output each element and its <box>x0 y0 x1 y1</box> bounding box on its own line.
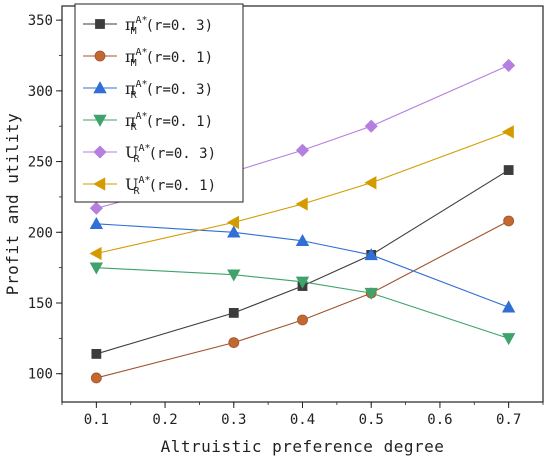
series-5 <box>89 125 514 261</box>
marker-square <box>95 19 105 29</box>
marker-triangle-left <box>364 176 377 190</box>
marker-triangle-down <box>364 287 378 300</box>
x-tick-label: 0.3 <box>221 412 246 428</box>
legend-box <box>74 3 244 203</box>
marker-triangle-down <box>501 333 516 346</box>
marker-triangle-left <box>295 197 308 211</box>
legend-label: πA* R (r=0. 1) <box>125 111 213 133</box>
marker-circle <box>90 372 102 384</box>
y-tick-label: 200 <box>28 225 53 241</box>
legend-label: πA* M (r=0. 3) <box>125 15 213 37</box>
marker-triangle-down <box>93 114 107 127</box>
y-tick-label: 350 <box>28 13 53 29</box>
legend-item-5: UA* R (r=0. 1) <box>83 175 216 197</box>
x-axis-title: Altruistic preference degree <box>161 437 445 456</box>
marker-square <box>228 307 239 318</box>
marker-triangle-left <box>89 246 102 261</box>
marker-triangle-left <box>501 125 514 139</box>
marker-circle <box>228 337 240 349</box>
legend-item-2: πA* R (r=0. 3) <box>83 79 213 101</box>
legend-label: πA* M (r=0. 1) <box>125 47 213 69</box>
legend-label: UA* R (r=0. 1) <box>125 175 216 197</box>
series-3 <box>89 262 516 346</box>
marker-circle <box>297 314 308 326</box>
legend-item-3: πA* R (r=0. 1) <box>83 111 213 133</box>
marker-triangle-up <box>295 233 310 246</box>
marker-triangle-up <box>364 248 378 261</box>
marker-circle <box>94 50 106 62</box>
legend-item-4: UA* R (r=0. 3) <box>83 143 216 165</box>
marker-triangle-down <box>89 262 104 275</box>
y-tick-label: 100 <box>28 367 53 383</box>
marker-triangle-down <box>295 276 310 289</box>
y-tick-label: 150 <box>28 296 53 312</box>
marker-square <box>503 165 514 175</box>
y-tick-label: 300 <box>28 84 53 100</box>
legend-label: πA* R (r=0. 3) <box>125 79 213 101</box>
marker-triangle-left <box>93 177 106 191</box>
marker-diamond <box>93 145 107 159</box>
y-tick-label: 250 <box>28 155 53 171</box>
marker-diamond <box>295 143 310 157</box>
y-axis-title: Profit and utility <box>3 113 22 295</box>
marker-square <box>91 349 102 359</box>
marker-diamond <box>364 119 378 133</box>
marker-triangle-left <box>226 215 239 230</box>
x-tick-label: 0.4 <box>290 412 315 428</box>
x-tick-label: 0.7 <box>496 412 521 428</box>
x-tick-label: 0.6 <box>427 412 452 428</box>
legend-label: UA* R (r=0. 3) <box>125 143 216 165</box>
marker-triangle-up <box>93 81 107 94</box>
legend-item-0: πA* M (r=0. 3) <box>83 15 213 37</box>
marker-circle <box>503 215 515 227</box>
marker-triangle-up <box>227 225 241 238</box>
x-tick-label: 0.1 <box>84 412 109 428</box>
marker-diamond <box>89 201 103 215</box>
marker-triangle-down <box>227 269 241 282</box>
marker-triangle-up <box>501 300 516 313</box>
legend-item-1: πA* M (r=0. 1) <box>83 47 213 69</box>
marker-diamond <box>502 58 516 72</box>
x-tick-label: 0.2 <box>152 412 177 428</box>
marker-triangle-up <box>89 216 104 230</box>
x-tick-label: 0.5 <box>359 412 384 428</box>
series-2 <box>89 216 516 313</box>
